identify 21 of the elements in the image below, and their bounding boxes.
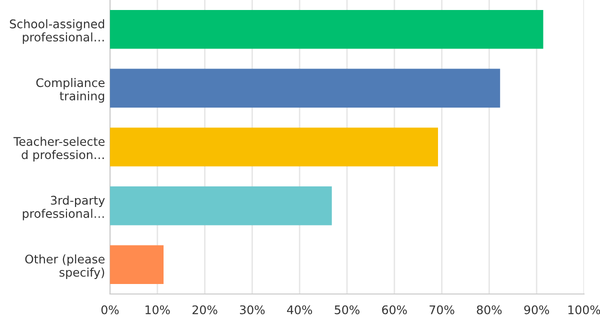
x-tick-label: 70% [430,305,454,314]
bar [110,10,544,49]
y-tick-label: 3rd-party professional… [22,196,105,220]
x-tick-label: 80% [476,305,502,314]
y-tick-label: School-assigned professional… [10,19,104,44]
bar [110,186,332,226]
x-tick-label: 10% [146,305,170,314]
x-tick-label: 100% [568,305,600,314]
bar [110,245,164,284]
y-tick-label: Teacher-selecte d profession… [13,136,105,162]
x-tick-label: 40% [287,305,312,314]
x-tick-label: 0% [101,305,119,314]
x-tick-label: 20% [192,305,218,314]
y-tick-label: Other (please specify) [25,254,105,280]
y-tick-label: Compliance training [36,78,105,103]
x-tick-label: 90% [524,305,550,314]
x-tick-label: 50% [334,305,360,314]
x-tick-label: 60% [382,305,407,314]
bar [110,128,438,166]
bar [110,68,500,108]
x-tick-label: 30% [240,305,265,314]
